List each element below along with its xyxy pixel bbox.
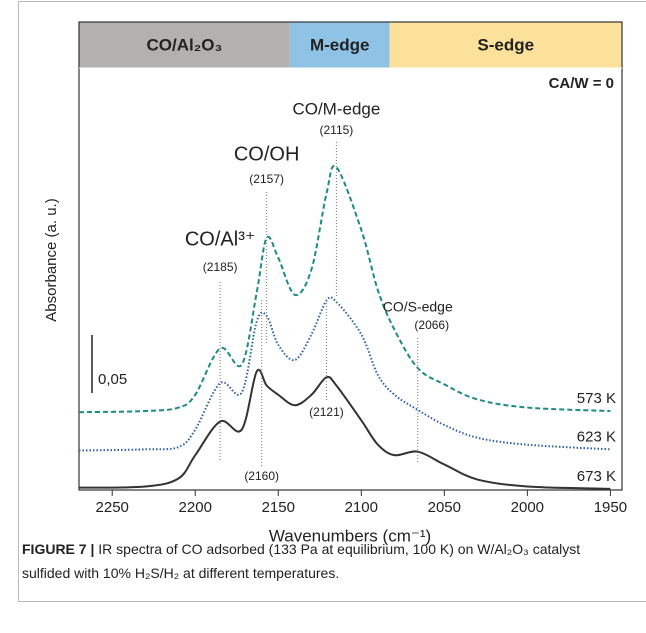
spectrum-line bbox=[78, 368, 611, 490]
band-label: CO/Al₂O₃ bbox=[147, 35, 223, 54]
annotation-text: CO/M-edge bbox=[292, 99, 380, 118]
spectrum-line bbox=[78, 164, 611, 414]
x-tick-label: 2150 bbox=[262, 499, 295, 516]
frame bbox=[18, 1, 646, 602]
caption-text: IR spectra of CO adsorbed (133 Pa at equ… bbox=[22, 541, 581, 581]
series-label: 673 K bbox=[577, 468, 616, 485]
series-label: 573 K bbox=[577, 390, 616, 407]
caption: FIGURE 7 | IR spectra of CO adsorbed (13… bbox=[22, 537, 632, 585]
annotation-label: (2121) bbox=[309, 405, 344, 419]
scale-bar-label: 0,05 bbox=[98, 371, 127, 388]
annotation-label: (2185) bbox=[203, 260, 238, 274]
annotation-label: (2160) bbox=[244, 469, 279, 483]
annotation-text: CO/OH bbox=[234, 143, 300, 165]
band-label: S-edge bbox=[477, 35, 534, 54]
annotation-label: (2157) bbox=[249, 172, 284, 186]
x-tick-label: 1950 bbox=[594, 499, 627, 516]
x-axis-label: Wavenumbers (cm⁻¹) bbox=[269, 526, 431, 545]
annotation-label: (2115) bbox=[319, 123, 353, 137]
note: CA/W = 0 bbox=[549, 75, 614, 92]
annotation-label: (2066) bbox=[414, 318, 449, 332]
x-tick-label: 2050 bbox=[428, 499, 461, 516]
x-tick-label: 2200 bbox=[179, 499, 212, 516]
annotation-text: CO/S-edge bbox=[383, 299, 453, 315]
x-tick-label: 2250 bbox=[96, 499, 129, 516]
header-band bbox=[289, 22, 390, 68]
header-band bbox=[79, 22, 290, 68]
spectrum-line bbox=[78, 296, 611, 452]
band-label: M-edge bbox=[310, 35, 370, 54]
caption-label: FIGURE 7 | bbox=[22, 541, 95, 557]
series-label: 623 K bbox=[577, 428, 616, 445]
x-tick-label: 2100 bbox=[345, 499, 378, 516]
plot-frame bbox=[78, 21, 623, 491]
x-tick-label: 2000 bbox=[511, 499, 544, 516]
annotation-text: CO/Al³⁺ bbox=[185, 228, 256, 250]
header-band bbox=[389, 22, 622, 68]
y-axis-label: Absorbance (a. u.) bbox=[43, 198, 60, 321]
